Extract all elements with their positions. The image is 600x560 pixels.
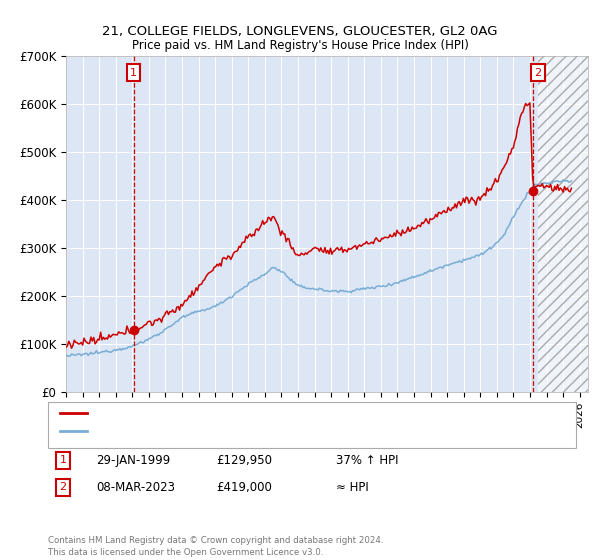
Text: Price paid vs. HM Land Registry's House Price Index (HPI): Price paid vs. HM Land Registry's House …	[131, 39, 469, 52]
Bar	[538, 56, 588, 392]
Text: £129,950: £129,950	[216, 454, 272, 467]
Text: 08-MAR-2023: 08-MAR-2023	[96, 480, 175, 494]
Bar	[538, 56, 588, 392]
Text: ≈ HPI: ≈ HPI	[336, 480, 369, 494]
Text: 1: 1	[59, 455, 67, 465]
Text: 21, COLLEGE FIELDS, LONGLEVENS, GLOUCESTER, GL2 0AG: 21, COLLEGE FIELDS, LONGLEVENS, GLOUCEST…	[102, 25, 498, 38]
Text: 2: 2	[535, 68, 542, 78]
Text: Contains HM Land Registry data © Crown copyright and database right 2024.
This d: Contains HM Land Registry data © Crown c…	[48, 536, 383, 557]
Text: 29-JAN-1999: 29-JAN-1999	[96, 454, 170, 467]
Text: 1: 1	[130, 68, 137, 78]
Text: 2: 2	[59, 482, 67, 492]
Text: 37% ↑ HPI: 37% ↑ HPI	[336, 454, 398, 467]
Text: 21, COLLEGE FIELDS, LONGLEVENS, GLOUCESTER,  GL2 0AG (detached house): 21, COLLEGE FIELDS, LONGLEVENS, GLOUCEST…	[93, 408, 503, 418]
Text: HPI: Average price, detached house, Gloucester: HPI: Average price, detached house, Glou…	[93, 426, 343, 436]
Text: £419,000: £419,000	[216, 480, 272, 494]
